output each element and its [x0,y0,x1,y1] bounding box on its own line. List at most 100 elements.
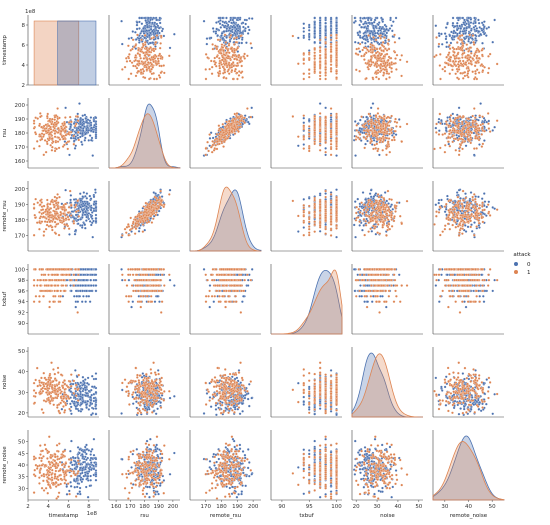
point-class-0 [473,33,477,37]
point-class-1 [367,112,371,116]
point-class-0 [394,16,398,20]
point-class-1 [62,220,65,223]
point-class-1 [461,115,465,119]
point-class-1 [438,146,442,150]
point-class-0 [302,198,306,201]
point-class-1 [65,223,69,226]
point-class-1 [61,145,65,148]
point-class-0 [440,32,443,36]
point-class-0 [335,24,338,28]
point-class-1 [33,131,37,134]
point-class-0 [434,126,438,130]
point-class-1 [230,129,234,133]
point-class-1 [45,223,49,227]
point-class-1 [236,77,239,81]
point-class-1 [57,146,61,150]
point-class-0 [220,32,224,35]
point-class-1 [42,234,46,237]
point-class-0 [364,142,367,146]
point-class-0 [88,134,92,137]
point-class-1 [204,68,208,71]
point-class-1 [64,214,67,217]
point-class-1 [142,214,145,217]
point-class-1 [124,57,128,60]
point-class-0 [216,34,220,37]
point-class-0 [380,27,384,31]
point-class-1 [405,122,409,126]
point-class-1 [468,133,472,137]
point-class-0 [162,34,166,38]
point-class-1 [375,125,378,129]
point-class-0 [487,119,491,123]
point-class-1 [481,142,485,146]
point-class-0 [160,29,164,33]
point-class-1 [318,54,322,57]
point-class-0 [373,18,377,22]
point-class-1 [302,52,306,55]
point-class-1 [157,59,160,63]
point-class-0 [89,121,93,125]
point-class-0 [218,16,222,20]
point-class-0 [462,27,466,30]
point-class-1 [33,213,37,217]
point-class-0 [158,16,162,20]
point-class-0 [173,32,176,36]
point-class-1 [364,132,368,136]
point-class-1 [233,49,236,52]
point-class-1 [372,36,375,39]
point-class-1 [216,140,219,143]
point-class-0 [367,21,371,25]
point-class-1 [61,128,65,132]
point-class-1 [488,52,492,56]
point-class-1 [313,137,316,141]
point-class-1 [386,115,390,119]
point-class-0 [381,18,385,21]
point-class-1 [156,57,160,61]
point-class-1 [369,48,373,52]
point-class-0 [394,133,398,136]
point-class-1 [130,61,134,64]
point-class-0 [493,125,496,129]
point-class-0 [324,21,327,25]
panel-rsu-vs-timestamp [27,98,99,169]
point-class-1 [158,52,162,56]
point-class-0 [391,29,394,33]
point-class-1 [433,147,436,151]
point-class-1 [376,112,380,115]
point-class-1 [77,209,80,213]
point-class-1 [218,127,221,131]
point-class-1 [329,135,333,139]
point-class-1 [77,138,81,142]
point-class-1 [472,77,476,81]
point-class-0 [297,144,300,148]
point-class-1 [302,77,306,81]
point-class-0 [246,120,250,124]
point-class-1 [53,220,57,224]
point-class-1 [313,47,316,51]
point-class-1 [146,205,150,209]
point-class-0 [69,125,72,129]
point-class-1 [158,202,162,206]
point-class-0 [85,219,88,222]
point-class-1 [307,125,311,128]
point-class-0 [363,26,366,29]
point-class-1 [361,48,364,52]
point-class-0 [83,139,87,142]
point-class-1 [366,120,370,123]
point-class-1 [471,57,474,60]
point-class-1 [235,36,239,39]
point-class-1 [42,230,46,233]
point-class-1 [62,137,65,141]
point-class-1 [435,36,438,39]
point-class-1 [63,227,66,230]
point-class-1 [218,56,221,60]
point-class-0 [149,41,153,45]
point-class-1 [374,38,378,42]
point-class-0 [313,40,316,44]
point-class-0 [218,22,222,26]
point-class-1 [239,57,242,60]
point-class-0 [358,23,361,27]
point-class-1 [324,62,327,65]
point-class-1 [313,69,316,73]
point-class-1 [53,205,56,209]
